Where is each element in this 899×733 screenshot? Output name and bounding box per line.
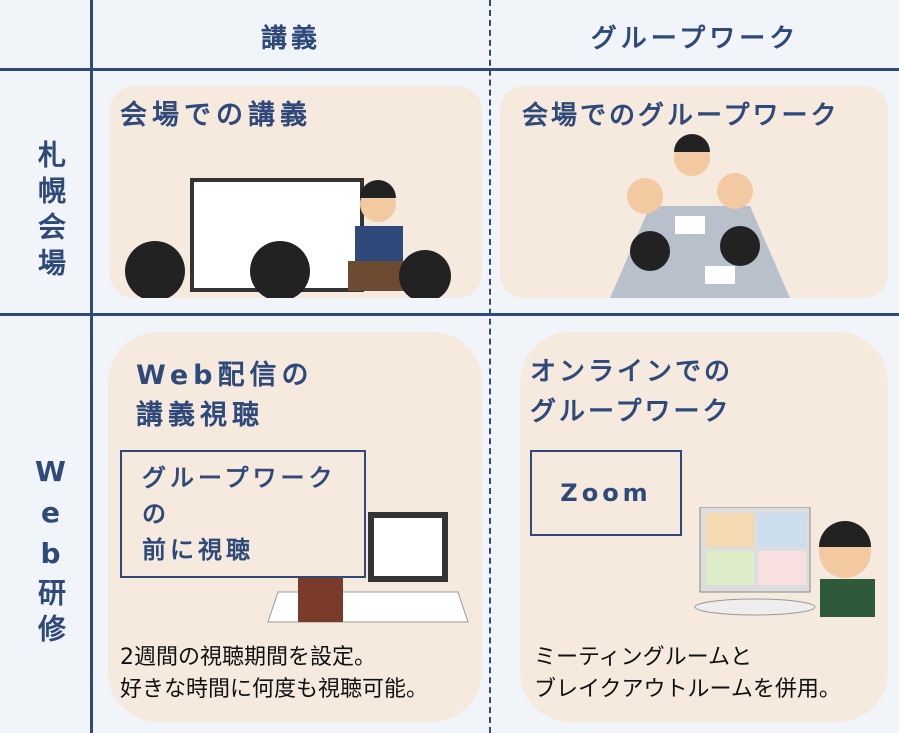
callout-box: グループワークの前に視聴: [120, 450, 366, 578]
note: ミーティングルームとブレイクアウトルームを併用。: [534, 642, 841, 706]
card: 会場でのグループワーク: [500, 86, 888, 298]
row-label: Web研修: [34, 455, 67, 650]
box-line: 前に視聴: [142, 536, 254, 564]
card-title: 会場での講義: [120, 100, 312, 131]
title-line: オンラインでの: [530, 357, 734, 387]
dashed-divider: [489, 0, 491, 733]
box-line: Zoom: [560, 479, 652, 507]
note-line: 好きな時間に何度も視聴可能。: [120, 677, 429, 702]
box-line: グループワークの: [142, 464, 337, 528]
title-line: Web配信の: [136, 360, 314, 391]
note: 2週間の視聴期間を設定。好きな時間に何度も視聴可能。: [120, 642, 428, 706]
illustration: [125, 178, 451, 298]
note-line: ミーティングルームと: [534, 645, 753, 670]
row-label: 札幌会場: [34, 140, 67, 284]
column-header: 講義: [260, 24, 321, 54]
title-line: 講義視聴: [136, 400, 264, 431]
row-divider: [0, 313, 899, 316]
note-line: ブレイクアウトルームを併用。: [534, 677, 841, 702]
card: オンラインでの グループワーク Zoom ミーティングルームとブレイクアウトルーム…: [520, 332, 888, 722]
card: Web配信の 講義視聴 グループワークの前に視聴 2週間の視聴期間を設定。好きな時…: [108, 332, 482, 722]
card-title: Web配信の 講義視聴: [136, 356, 313, 436]
row-divider: [0, 68, 899, 71]
illustration: [694, 507, 875, 617]
card: 会場での講義: [110, 86, 482, 298]
card-title: オンラインでの グループワーク: [530, 352, 733, 432]
illustration: [610, 134, 790, 298]
column-header: グループワーク: [590, 24, 800, 54]
callout-box: Zoom: [530, 450, 682, 536]
column-divider: [90, 0, 93, 733]
note-line: 2週間の視聴期間を設定。: [120, 645, 376, 670]
card-title: 会場でのグループワーク: [522, 101, 840, 131]
title-line: グループワーク: [530, 397, 732, 427]
